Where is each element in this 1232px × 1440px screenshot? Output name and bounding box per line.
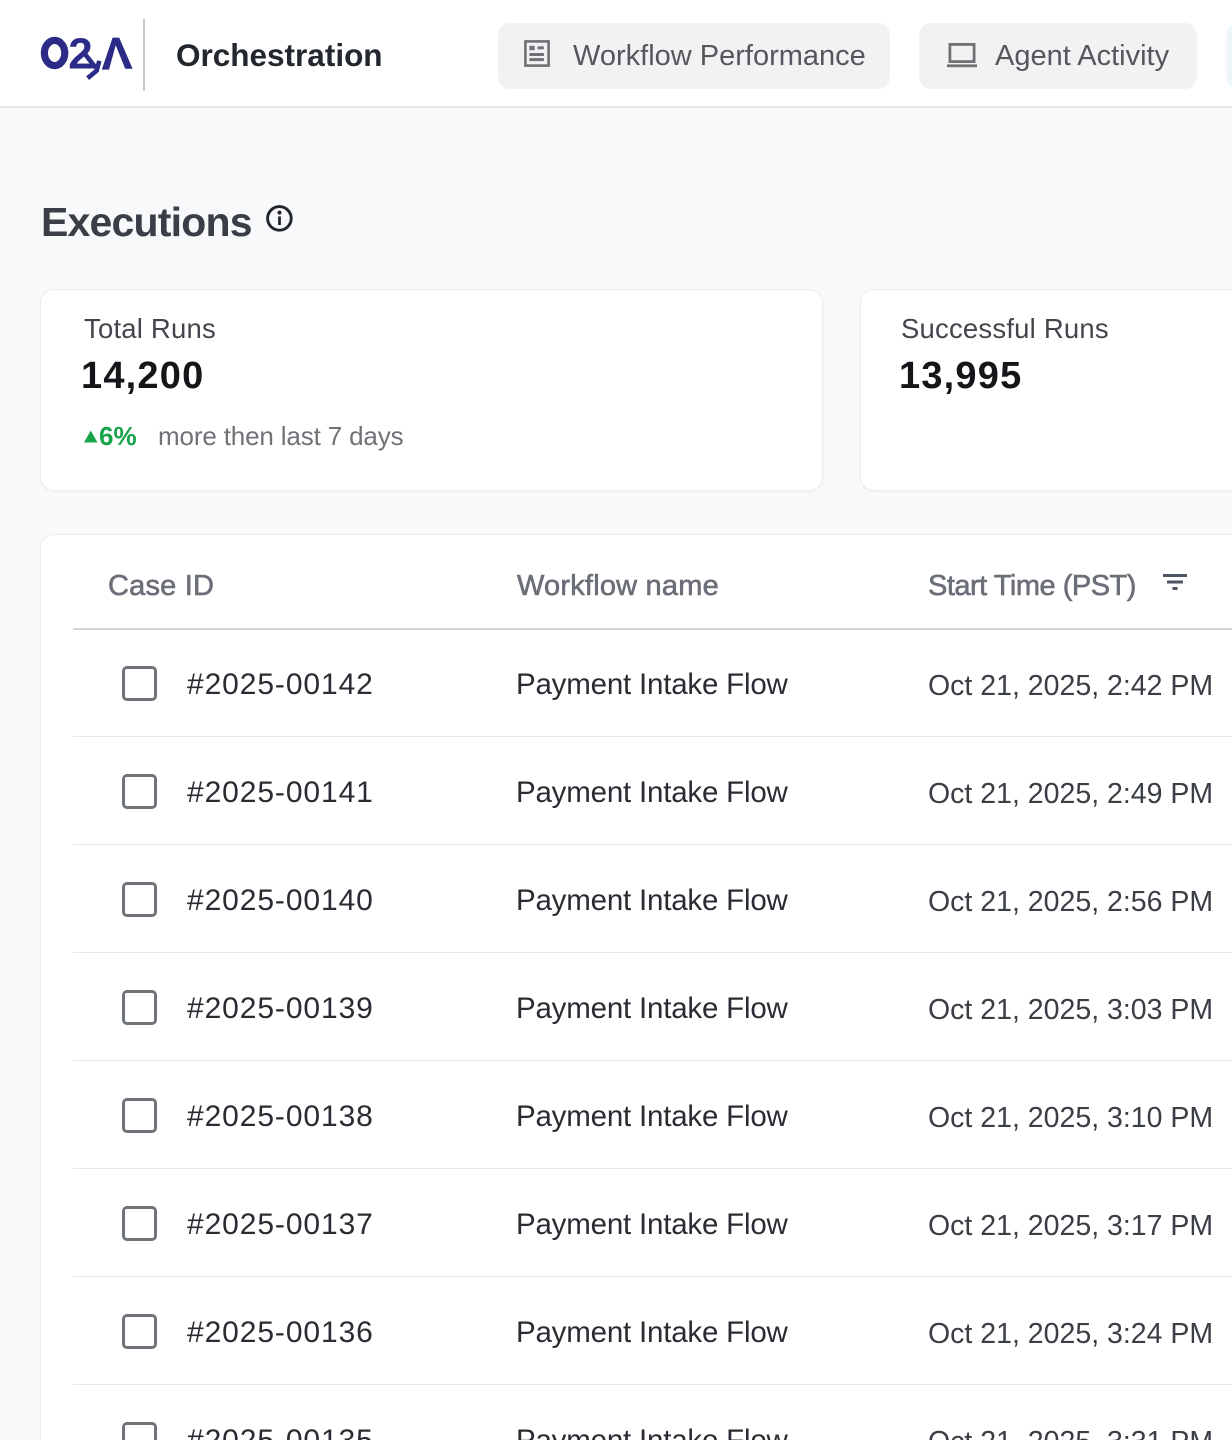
svg-text:2: 2 (68, 30, 92, 79)
